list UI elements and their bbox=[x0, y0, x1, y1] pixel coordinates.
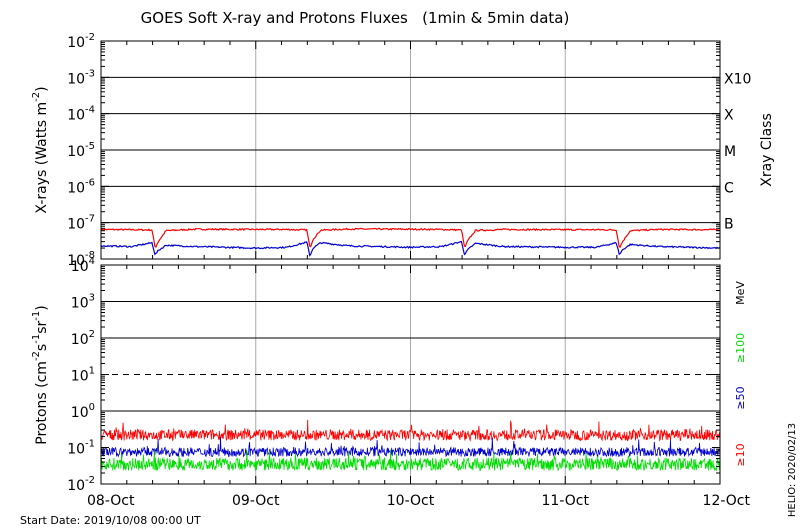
proton-y-tick-label: 10-1 bbox=[67, 439, 95, 458]
xray-y-tick-label: 10-4 bbox=[67, 105, 95, 124]
proton-y-tick-label: 100 bbox=[71, 402, 95, 421]
start-date: Start Date: 2019/10/08 00:00 UT bbox=[20, 514, 201, 527]
x-tick-label: 11-Oct bbox=[542, 493, 590, 509]
xray-series-short bbox=[100, 240, 721, 257]
proton-series bbox=[100, 419, 721, 442]
proton-y-tick-label: 104 bbox=[71, 256, 95, 275]
x-tick-label: 12-Oct bbox=[703, 493, 751, 509]
proton-legend-entry: ≥100 bbox=[734, 333, 747, 363]
proton-y-tick-label: 101 bbox=[71, 366, 95, 385]
xray-class-c: C bbox=[724, 180, 734, 196]
proton-series bbox=[100, 449, 721, 472]
helio-stamp: HELIO: 2020/02/13 bbox=[787, 423, 798, 517]
xray-panel: 10-2 10-3 10-4 10-5 10-6 10-7 10-8 X10 X M C B X-r… bbox=[31, 32, 775, 269]
xray-class-label: Xray Class bbox=[759, 113, 775, 187]
xray-y-tick-label: 10-6 bbox=[67, 177, 95, 196]
proton-panel: 104 103 102 101 100 10-1 10-2 ≥100 ≥50 ≥10 Proto… bbox=[31, 256, 747, 494]
xray-y-tick-label: 10-2 bbox=[67, 32, 95, 51]
xray-class-m: M bbox=[724, 144, 736, 160]
xray-y-tick-label: 10-5 bbox=[67, 141, 95, 160]
x-tick-label: 10-Oct bbox=[387, 493, 435, 509]
xray-series-long bbox=[100, 227, 721, 248]
xray-class-x: X bbox=[724, 108, 734, 124]
proton-y-tick-label: 103 bbox=[71, 293, 95, 312]
xray-class-x10: X10 bbox=[724, 71, 751, 87]
xray-class-b: B bbox=[724, 217, 734, 233]
xray-y-tick-label: 10-8 bbox=[67, 250, 95, 269]
proton-y-tick-label: 102 bbox=[71, 329, 95, 348]
proton-legend-entry: ≥10 bbox=[734, 443, 747, 466]
proton-legend-entry: ≥50 bbox=[734, 386, 747, 409]
mev-label: MeV bbox=[734, 281, 747, 305]
x-tick-label: 09-Oct bbox=[232, 493, 280, 509]
xray-y-tick-label: 10-7 bbox=[67, 214, 95, 233]
proton-y-axis-label: Protons (cm-2s-1sr-1) bbox=[31, 305, 50, 444]
xray-y-axis-label: X-rays (Watts m-2) bbox=[31, 86, 50, 213]
xray-y-tick-label: 10-3 bbox=[67, 68, 95, 87]
x-tick-label: 08-Oct bbox=[87, 493, 135, 509]
proton-series bbox=[100, 436, 721, 458]
chart-title: GOES Soft X-ray and Protons Fluxes (1min… bbox=[141, 9, 570, 27]
proton-y-tick-label: 10-2 bbox=[67, 475, 95, 494]
